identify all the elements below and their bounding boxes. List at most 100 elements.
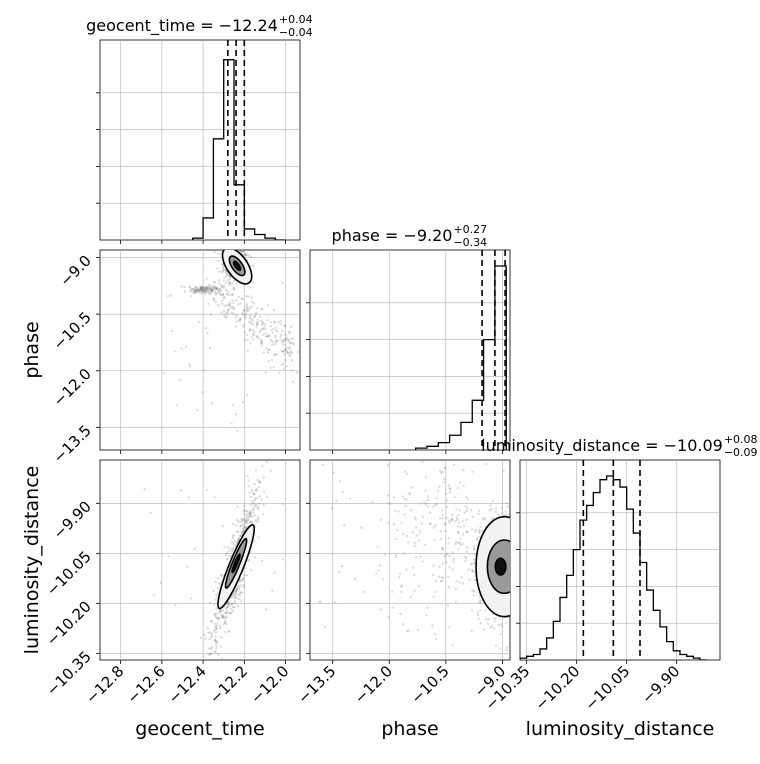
panel-title-phase: phase = −9.20 xyxy=(332,226,453,245)
sample-point xyxy=(444,492,448,496)
sample-point xyxy=(457,531,460,534)
sample-point xyxy=(251,323,255,326)
sample-point xyxy=(473,578,477,582)
sample-point xyxy=(224,621,227,624)
sample-point xyxy=(472,590,476,593)
sample-point xyxy=(213,638,217,641)
sample-point xyxy=(441,547,444,551)
sample-point xyxy=(281,281,284,285)
sample-point xyxy=(215,640,219,644)
sample-point xyxy=(228,280,231,284)
sample-point xyxy=(261,322,264,325)
sample-point xyxy=(222,265,225,269)
sample-point xyxy=(229,611,232,615)
sample-point xyxy=(464,559,467,562)
sample-point xyxy=(497,514,500,517)
sample-point xyxy=(248,316,252,320)
sample-point xyxy=(183,290,187,293)
sample-point xyxy=(199,288,203,291)
sample-point xyxy=(394,537,397,541)
sample-point xyxy=(204,287,207,291)
sample-point xyxy=(403,497,406,501)
sample-point xyxy=(194,289,197,293)
sample-point xyxy=(187,362,191,366)
sample-point xyxy=(510,559,512,561)
sample-point xyxy=(224,612,227,615)
sample-point xyxy=(407,629,410,632)
sample-point xyxy=(215,293,218,296)
sample-point xyxy=(208,631,212,634)
sample-point xyxy=(246,307,249,311)
sample-point xyxy=(274,340,278,344)
sample-point xyxy=(410,454,412,456)
sample-point xyxy=(215,594,218,597)
sample-point xyxy=(231,534,234,538)
sample-point xyxy=(481,517,484,521)
sample-point xyxy=(228,283,231,287)
sample-point xyxy=(212,589,215,593)
sample-point xyxy=(515,592,517,594)
sample-point xyxy=(516,604,518,606)
sample-point xyxy=(203,288,206,291)
sample-point xyxy=(235,596,238,600)
sample-point xyxy=(244,525,247,528)
sample-point xyxy=(247,479,250,482)
sample-point xyxy=(517,571,519,573)
sample-point xyxy=(297,350,300,354)
sample-point xyxy=(244,316,247,320)
sample-point xyxy=(224,611,227,614)
sample-point xyxy=(333,601,337,604)
sample-point xyxy=(214,580,217,584)
sample-point xyxy=(215,616,219,620)
sample-point xyxy=(454,519,457,523)
sample-point xyxy=(482,628,485,631)
sample-point xyxy=(199,286,203,289)
sample-point xyxy=(472,558,476,561)
sample-point xyxy=(232,286,235,290)
sample-point xyxy=(411,566,415,569)
sample-point xyxy=(241,579,244,583)
sample-point xyxy=(240,517,243,521)
sample-point xyxy=(237,588,241,591)
sample-point xyxy=(443,466,447,469)
sample-point xyxy=(227,601,230,605)
sample-point xyxy=(239,244,241,246)
sample-point xyxy=(406,630,409,633)
sample-point xyxy=(353,577,357,581)
sample-point xyxy=(214,613,217,616)
sample-point xyxy=(239,318,242,321)
sample-point xyxy=(398,576,401,579)
sample-point xyxy=(226,557,229,560)
sample-point xyxy=(202,287,205,290)
sample-point xyxy=(246,518,250,522)
sample-point xyxy=(224,281,228,284)
sample-point xyxy=(230,540,234,544)
sample-point xyxy=(498,647,502,650)
sample-point xyxy=(409,595,412,599)
sample-point xyxy=(489,504,492,507)
sample-point xyxy=(220,573,223,577)
sample-point xyxy=(214,631,218,634)
sample-point xyxy=(243,518,246,522)
sample-point xyxy=(514,599,516,601)
sample-point xyxy=(268,334,271,337)
sample-point xyxy=(204,289,207,293)
sample-point xyxy=(232,286,236,290)
sample-point xyxy=(447,536,450,540)
sample-point xyxy=(413,589,416,592)
sample-point xyxy=(232,288,236,292)
sample-point xyxy=(220,285,223,288)
sample-point xyxy=(242,250,245,253)
sample-point xyxy=(218,270,221,273)
sample-point xyxy=(248,328,252,331)
sample-point xyxy=(230,306,233,309)
sample-point xyxy=(260,307,263,311)
sample-point xyxy=(399,612,402,616)
sample-point xyxy=(242,509,246,512)
sample-point xyxy=(195,290,199,293)
sample-point xyxy=(506,505,509,508)
sample-point xyxy=(448,554,451,558)
sample-point xyxy=(433,632,437,636)
sample-point xyxy=(235,282,238,286)
